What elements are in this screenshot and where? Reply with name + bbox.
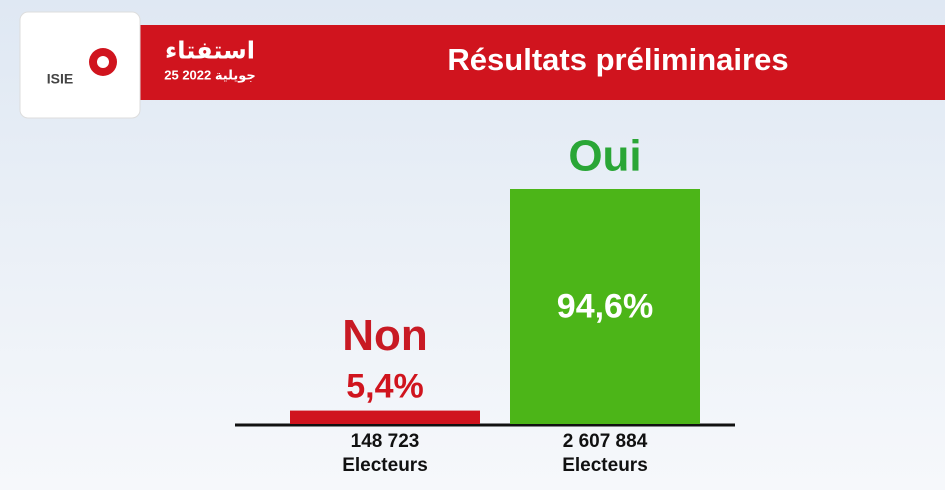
voter-unit: Electeurs — [342, 455, 428, 476]
brand-date: 25 جويلية 2022 — [164, 67, 256, 82]
bar — [290, 410, 480, 424]
value-label: 94,6% — [557, 287, 653, 325]
brand-name: استفتاء — [165, 37, 255, 64]
logo-box — [19, 11, 141, 119]
logo-org: ISIE — [47, 71, 73, 87]
category-label: Non — [342, 311, 428, 360]
value-label: 5,4% — [346, 368, 424, 406]
voter-unit: Electeurs — [562, 455, 648, 476]
header-band — [20, 25, 945, 100]
category-label: Oui — [568, 132, 641, 181]
bar — [510, 189, 700, 424]
voter-count: 2 607 884 — [563, 431, 648, 452]
voter-count: 148 723 — [351, 431, 420, 452]
chart-title: Résultats préliminaires — [447, 42, 788, 77]
flag-icon-center — [97, 56, 109, 68]
